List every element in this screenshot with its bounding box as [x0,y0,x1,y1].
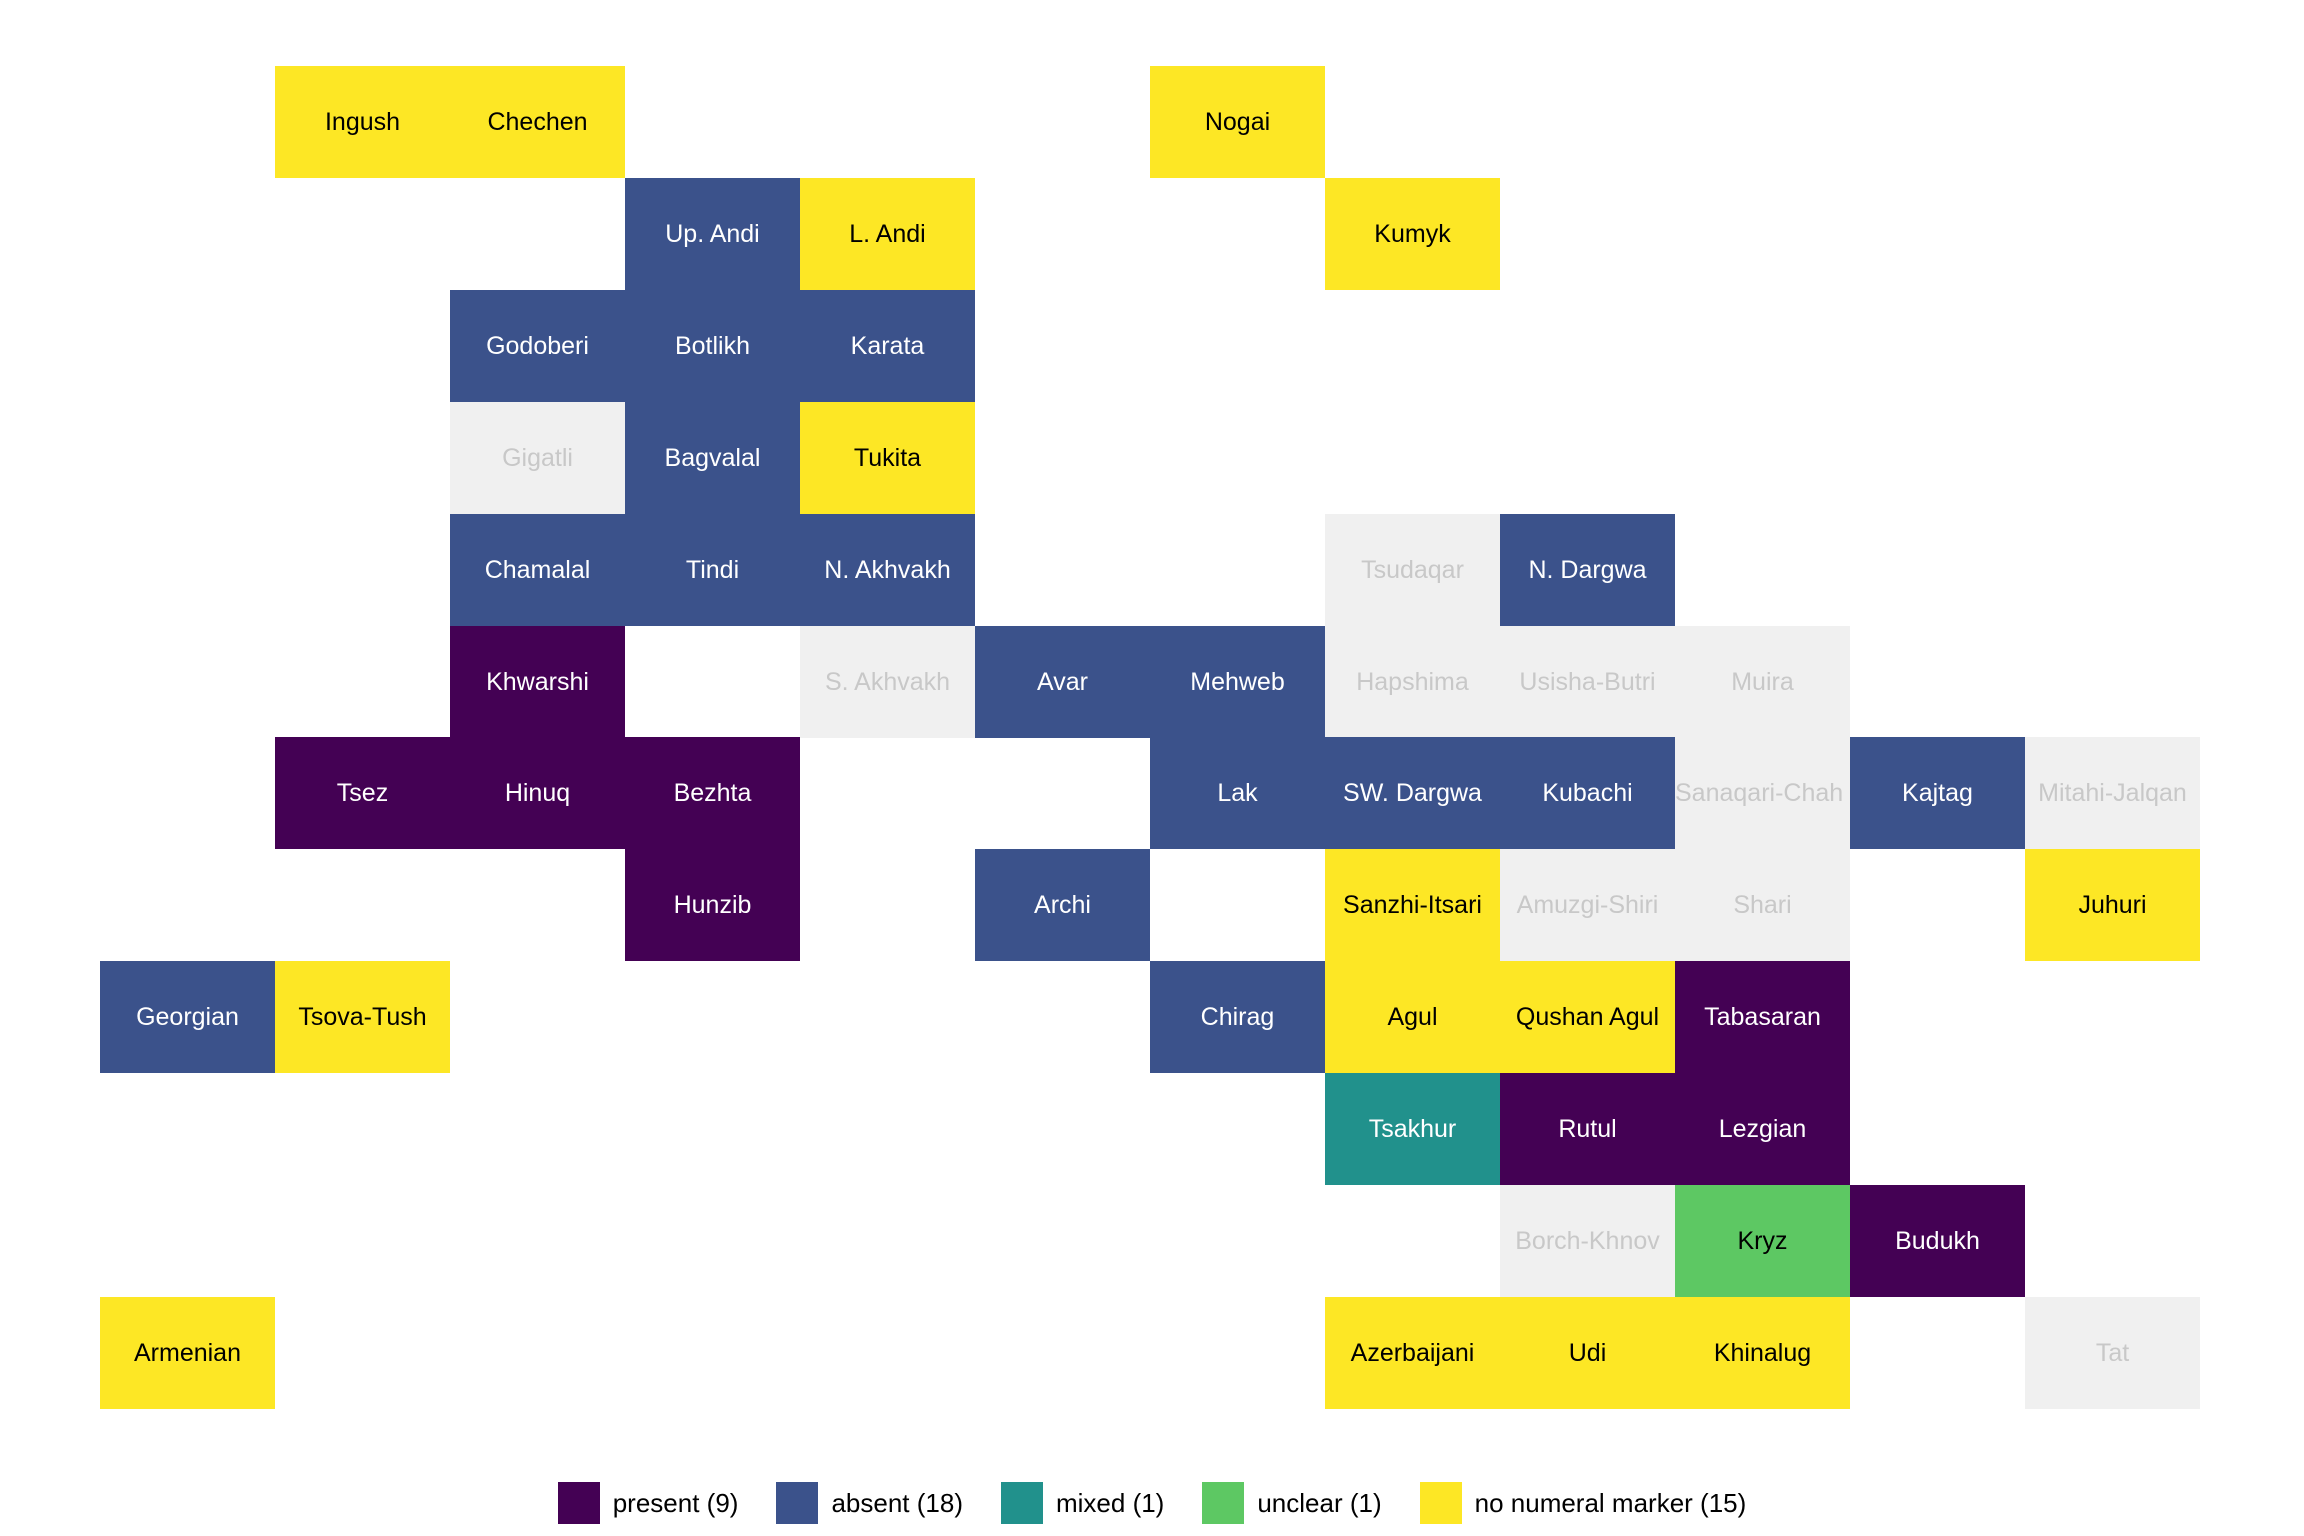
legend-swatch-mixed [1000,1482,1043,1524]
tile-tabasaran: Tabasaran [1675,961,1850,1073]
tile-avar: Avar [975,626,1150,738]
tile-chirag: Chirag [1150,961,1325,1073]
tile-kubachi: Kubachi [1500,737,1675,849]
tile-chechen: Chechen [450,66,625,178]
tile-udi: Udi [1500,1297,1675,1409]
tile-mitahi-jalqan: Mitahi-Jalqan [2025,737,2200,849]
legend-swatch-no-marker [1419,1482,1462,1524]
legend: present (9) absent (18) mixed (1) unclear (… [0,1482,2304,1524]
tile-budukh: Budukh [1850,1185,2025,1297]
legend-swatch-unclear [1202,1482,1245,1524]
tile-l-andi: L. Andi [800,178,975,290]
tile-kajtag: Kajtag [1850,737,2025,849]
tile-tat: Tat [2025,1297,2200,1409]
tile-tsakhur: Tsakhur [1325,1073,1500,1185]
tile-shari: Shari [1675,849,1850,961]
tile-sanzhi-itsari: Sanzhi-Itsari [1325,849,1500,961]
tile-godoberi: Godoberi [450,290,625,402]
tile-bezhta: Bezhta [625,737,800,849]
tile-khinalug: Khinalug [1675,1297,1850,1409]
tile-tukita: Tukita [800,402,975,514]
tile-khwarshi: Khwarshi [450,626,625,738]
tile-lak: Lak [1150,737,1325,849]
tile-borch-khnov: Borch-Khnov [1500,1185,1675,1297]
legend-item-mixed: mixed (1) [1000,1482,1165,1524]
legend-item-absent: absent (18) [776,1482,963,1524]
tile-hunzib: Hunzib [625,849,800,961]
tile-armenian: Armenian [100,1297,275,1409]
tile-tsudaqar: Tsudaqar [1325,514,1500,626]
tile-botlikh: Botlikh [625,290,800,402]
tile-karata: Karata [800,290,975,402]
legend-item-no-marker: no numeral marker (15) [1419,1482,1747,1524]
tile-rutul: Rutul [1500,1073,1675,1185]
tile-up-andi: Up. Andi [625,178,800,290]
legend-swatch-present [557,1482,600,1524]
tile-lezgian: Lezgian [1675,1073,1850,1185]
tile-n-akhvakh: N. Akhvakh [800,514,975,626]
tile-n-dargwa: N. Dargwa [1500,514,1675,626]
tile-sanaqari-chah: Sanaqari-Chah [1675,737,1850,849]
legend-label-mixed: mixed (1) [1055,1488,1165,1518]
tile-gigatli: Gigatli [450,402,625,514]
tile-juhuri: Juhuri [2025,849,2200,961]
tile-azerbaijani: Azerbaijani [1325,1297,1500,1409]
tile-amuzgi-shiri: Amuzgi-Shiri [1500,849,1675,961]
legend-label-present: present (9) [612,1488,739,1518]
tile-tsez: Tsez [275,737,450,849]
tile-hapshima: Hapshima [1325,626,1500,738]
tile-nogai: Nogai [1150,66,1325,178]
legend-label-absent: absent (18) [831,1488,963,1518]
tile-ingush: Ingush [275,66,450,178]
legend-item-present: present (9) [557,1482,739,1524]
tile-archi: Archi [975,849,1150,961]
legend-swatch-absent [776,1482,819,1524]
tile-muira: Muira [1675,626,1850,738]
tile-usisha-butri: Usisha-Butri [1500,626,1675,738]
tile-qushan-agul: Qushan Agul [1500,961,1675,1073]
legend-label-unclear: unclear (1) [1257,1488,1382,1518]
tile-chamalal: Chamalal [450,514,625,626]
tile-georgian: Georgian [100,961,275,1073]
tile-kryz: Kryz [1675,1185,1850,1297]
legend-item-unclear: unclear (1) [1202,1482,1382,1524]
tile-sw-dargwa: SW. Dargwa [1325,737,1500,849]
tile-bagvalal: Bagvalal [625,402,800,514]
legend-label-no-marker: no numeral marker (15) [1474,1488,1747,1518]
tile-agul: Agul [1325,961,1500,1073]
tile-mehweb: Mehweb [1150,626,1325,738]
tile-tsova-tush: Tsova-Tush [275,961,450,1073]
tile-tindi: Tindi [625,514,800,626]
tile-kumyk: Kumyk [1325,178,1500,290]
tile-hinuq: Hinuq [450,737,625,849]
tile-s-akhvakh: S. Akhvakh [800,626,975,738]
